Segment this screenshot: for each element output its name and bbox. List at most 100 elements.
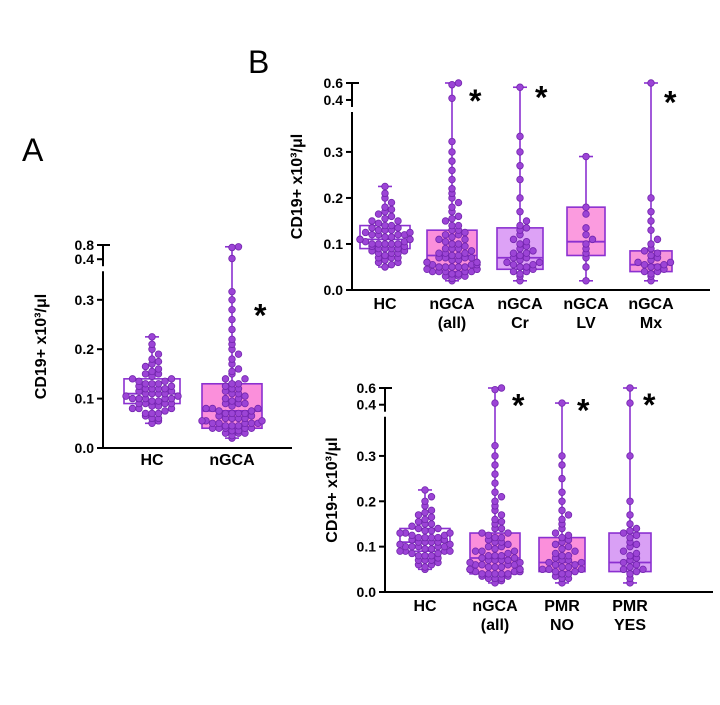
- data-point: [509, 267, 518, 276]
- x-group-label: PMR YES: [612, 598, 648, 634]
- data-point: [148, 367, 156, 376]
- data-point: [504, 570, 512, 578]
- data-point: [497, 533, 506, 542]
- data-point: [421, 527, 429, 535]
- data-point: [484, 542, 493, 551]
- y-tick-label: 0.4: [324, 92, 344, 108]
- data-point: [128, 394, 137, 403]
- data-point: [154, 365, 163, 373]
- data-point: [234, 365, 243, 373]
- data-point: [421, 508, 429, 517]
- data-point: [427, 520, 436, 528]
- data-point: [381, 251, 389, 260]
- data-point: [529, 247, 537, 255]
- data-point: [626, 399, 634, 407]
- data-point: [421, 486, 429, 494]
- data-point: [374, 240, 383, 248]
- data-point: [516, 565, 524, 574]
- data-point: [427, 527, 436, 535]
- data-point: [414, 533, 423, 542]
- data-point: [551, 540, 560, 549]
- y-tick-label: 0.6: [324, 75, 344, 91]
- data-point: [228, 335, 236, 344]
- data-point: [128, 404, 137, 413]
- data-point: [406, 228, 414, 237]
- data-point: [558, 461, 566, 469]
- data-point: [588, 235, 597, 244]
- data-point: [516, 162, 524, 170]
- data-point: [632, 524, 641, 533]
- data-point: [208, 419, 217, 428]
- data-point: [582, 263, 590, 271]
- data-point: [466, 558, 474, 567]
- data-point: [653, 249, 662, 257]
- data-point: [660, 260, 668, 269]
- data-point: [387, 260, 396, 269]
- data-point: [626, 452, 634, 460]
- significance-asterisk: *: [535, 79, 548, 115]
- data-point: [414, 524, 423, 533]
- data-point: [582, 224, 590, 232]
- y-tick-label: 0.2: [357, 493, 377, 509]
- group-hc: HC: [122, 333, 182, 469]
- y-tick-label: 0.4: [75, 251, 95, 267]
- data-point: [619, 565, 628, 574]
- data-point: [491, 441, 499, 450]
- panel-a-boxplot-chart: CD19+ x10³/μl 0.0 0.1 0.2 0.3 0.4 0.8 HC * nGCA: [30, 225, 300, 495]
- data-point: [228, 367, 236, 376]
- data-point: [396, 540, 404, 549]
- data-point: [564, 563, 573, 571]
- data-point: [647, 263, 655, 271]
- data-point: [478, 570, 486, 578]
- data-point: [632, 549, 641, 558]
- data-point: [619, 529, 628, 537]
- data-point: [491, 385, 499, 394]
- data-point: [454, 240, 463, 248]
- data-point: [491, 399, 499, 407]
- y-axis-title: CD19+ x10³/μl: [290, 134, 306, 239]
- data-point: [632, 561, 641, 569]
- data-point: [446, 547, 454, 555]
- data-point: [381, 263, 389, 271]
- data-point: [639, 565, 647, 574]
- data-point: [228, 422, 236, 430]
- data-point: [466, 565, 474, 574]
- x-group-label: nGCA (all): [472, 598, 518, 634]
- data-point: [478, 561, 486, 569]
- data-point: [427, 533, 436, 542]
- data-point: [454, 79, 463, 87]
- y-tick-label: 0.2: [324, 190, 344, 206]
- data-point: [394, 240, 402, 248]
- y-tick-label: 0.1: [357, 539, 377, 555]
- data-point: [435, 235, 443, 244]
- data-point: [461, 228, 469, 237]
- x-group-label: HC: [413, 598, 437, 615]
- data-point: [161, 407, 169, 415]
- data-point: [247, 407, 256, 415]
- data-point: [258, 417, 266, 425]
- data-point: [448, 137, 456, 146]
- data-point: [564, 511, 573, 519]
- data-point: [446, 540, 454, 549]
- data-point: [516, 194, 524, 202]
- data-point: [516, 148, 524, 156]
- group-ngca-cr: * nGCA Cr: [496, 79, 548, 332]
- data-point: [135, 377, 143, 386]
- data-point: [167, 394, 176, 403]
- data-point: [161, 385, 169, 393]
- data-point: [154, 380, 163, 388]
- data-point: [491, 488, 499, 496]
- data-point: [221, 422, 230, 430]
- data-point: [454, 251, 463, 260]
- data-point: [441, 244, 450, 253]
- panel-b-label: B: [248, 44, 270, 80]
- data-point: [423, 258, 431, 267]
- x-group-label: nGCA (all): [429, 296, 475, 332]
- data-point: [435, 263, 443, 271]
- x-group-label: nGCA Mx: [628, 296, 674, 332]
- data-point: [441, 263, 450, 271]
- y-axis-title: CD19+ x10³/μl: [33, 294, 50, 399]
- data-point: [626, 563, 634, 571]
- data-point: [434, 549, 442, 558]
- data-point: [406, 235, 414, 244]
